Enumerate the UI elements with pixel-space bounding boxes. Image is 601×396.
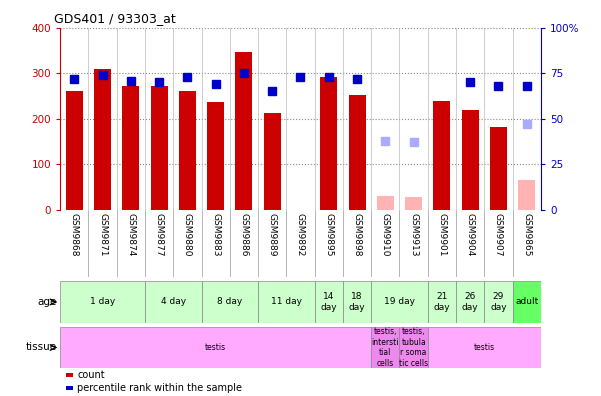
- Text: age: age: [38, 297, 57, 307]
- Text: GSM9898: GSM9898: [353, 213, 362, 257]
- Text: GSM9874: GSM9874: [126, 213, 135, 257]
- Text: GSM9883: GSM9883: [211, 213, 220, 257]
- Bar: [433, 101, 450, 210]
- Text: testis: testis: [474, 343, 495, 352]
- Bar: [428, 327, 541, 368]
- Bar: [94, 69, 111, 210]
- Bar: [484, 281, 513, 323]
- Text: GSM9892: GSM9892: [296, 213, 305, 257]
- Bar: [513, 281, 541, 323]
- Text: testis,
tubula
r soma
tic cells: testis, tubula r soma tic cells: [399, 327, 428, 367]
- Text: GSM9865: GSM9865: [522, 213, 531, 257]
- Text: GSM9871: GSM9871: [98, 213, 107, 257]
- Text: GSM9889: GSM9889: [267, 213, 276, 257]
- Bar: [518, 180, 535, 210]
- Text: GSM9880: GSM9880: [183, 213, 192, 257]
- Bar: [462, 110, 478, 210]
- Text: 11 day: 11 day: [271, 297, 302, 307]
- Bar: [60, 327, 371, 368]
- Bar: [145, 281, 201, 323]
- Bar: [264, 113, 281, 210]
- Text: 29
day: 29 day: [490, 292, 507, 312]
- Text: count: count: [78, 369, 105, 380]
- Text: GSM9868: GSM9868: [70, 213, 79, 257]
- Text: 18
day: 18 day: [349, 292, 365, 312]
- Text: GDS401 / 93303_at: GDS401 / 93303_at: [54, 12, 176, 25]
- Bar: [320, 77, 337, 210]
- Text: adult: adult: [515, 297, 538, 307]
- Text: 4 day: 4 day: [160, 297, 186, 307]
- Bar: [349, 95, 365, 210]
- Bar: [179, 91, 196, 210]
- Text: 26
day: 26 day: [462, 292, 478, 312]
- Bar: [428, 281, 456, 323]
- Text: 8 day: 8 day: [217, 297, 242, 307]
- Text: percentile rank within the sample: percentile rank within the sample: [78, 383, 242, 393]
- Text: GSM9877: GSM9877: [154, 213, 163, 257]
- Text: GSM9886: GSM9886: [239, 213, 248, 257]
- Text: 1 day: 1 day: [90, 297, 115, 307]
- Bar: [456, 281, 484, 323]
- Bar: [258, 281, 315, 323]
- Text: testis: testis: [205, 343, 226, 352]
- Text: GSM9904: GSM9904: [466, 213, 475, 257]
- Text: GSM9895: GSM9895: [325, 213, 334, 257]
- Bar: [343, 281, 371, 323]
- Bar: [377, 196, 394, 210]
- Text: GSM9907: GSM9907: [494, 213, 503, 257]
- Bar: [201, 281, 258, 323]
- Bar: [400, 327, 428, 368]
- Bar: [66, 91, 83, 210]
- Text: 21
day: 21 day: [433, 292, 450, 312]
- Bar: [151, 86, 168, 210]
- Bar: [123, 86, 139, 210]
- Bar: [371, 327, 400, 368]
- Bar: [371, 281, 428, 323]
- Text: 19 day: 19 day: [384, 297, 415, 307]
- Text: GSM9913: GSM9913: [409, 213, 418, 257]
- Text: GSM9910: GSM9910: [381, 213, 390, 257]
- Bar: [405, 197, 422, 210]
- Text: 14
day: 14 day: [320, 292, 337, 312]
- Bar: [207, 103, 224, 210]
- Text: GSM9901: GSM9901: [438, 213, 447, 257]
- Bar: [315, 281, 343, 323]
- Bar: [60, 281, 145, 323]
- Bar: [236, 52, 252, 210]
- Text: testis,
intersti
tial
cells: testis, intersti tial cells: [371, 327, 399, 367]
- Bar: [490, 128, 507, 210]
- Text: tissue: tissue: [26, 343, 57, 352]
